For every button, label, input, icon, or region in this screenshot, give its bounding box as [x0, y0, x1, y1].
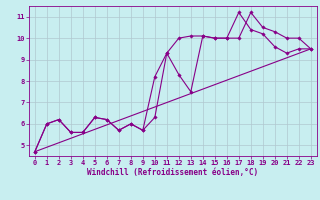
X-axis label: Windchill (Refroidissement éolien,°C): Windchill (Refroidissement éolien,°C) — [87, 168, 258, 177]
